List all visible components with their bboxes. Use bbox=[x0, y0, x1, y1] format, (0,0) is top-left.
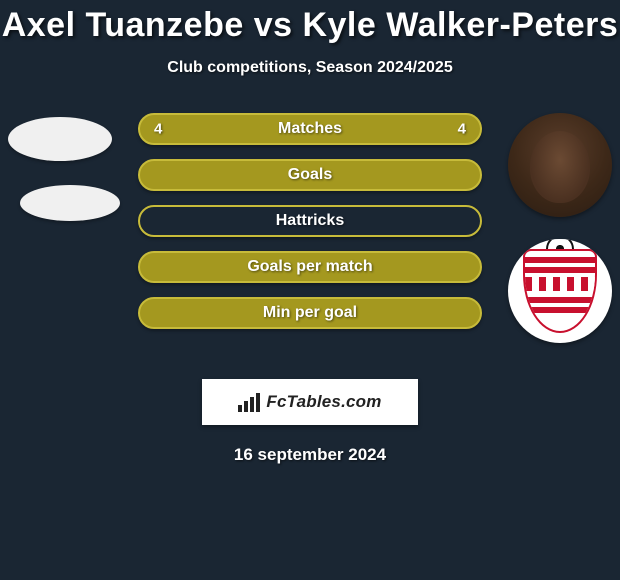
stat-bar-label: Hattricks bbox=[276, 212, 344, 230]
chart-icon bbox=[238, 393, 260, 412]
stat-bar: Min per goal bbox=[138, 297, 482, 329]
watermark-text: FcTables.com bbox=[266, 392, 381, 412]
right-club-badge bbox=[508, 239, 612, 343]
stat-bar-label: Matches bbox=[278, 120, 342, 138]
right-player-column bbox=[508, 113, 612, 365]
subtitle: Club competitions, Season 2024/2025 bbox=[0, 59, 620, 77]
main-area: Matches 4 4 Goals Hattricks Goals per match Mi… bbox=[0, 113, 620, 373]
stat-bar: Goals bbox=[138, 159, 482, 191]
page-title: Axel Tuanzebe vs Kyle Walker-Peters bbox=[0, 0, 620, 45]
stat-bar-label: Goals bbox=[288, 166, 332, 184]
stat-bar: Goals per match bbox=[138, 251, 482, 283]
stat-bar: Hattricks bbox=[138, 205, 482, 237]
stat-bar-label: Goals per match bbox=[247, 258, 372, 276]
watermark: FcTables.com bbox=[202, 379, 418, 425]
date-label: 16 september 2024 bbox=[0, 445, 620, 465]
comparison-infographic: Axel Tuanzebe vs Kyle Walker-Peters Club… bbox=[0, 0, 620, 580]
southampton-badge-icon bbox=[523, 249, 597, 333]
stat-bar: Matches 4 4 bbox=[138, 113, 482, 145]
stat-bar-left-value: 4 bbox=[154, 121, 162, 138]
left-player-avatar bbox=[8, 117, 112, 161]
stat-bars: Matches 4 4 Goals Hattricks Goals per match Mi… bbox=[138, 113, 482, 343]
stat-bar-right-value: 4 bbox=[458, 121, 466, 138]
stat-bar-label: Min per goal bbox=[263, 304, 357, 322]
left-club-badge bbox=[20, 185, 120, 221]
right-player-avatar bbox=[508, 113, 612, 217]
left-player-column bbox=[8, 113, 120, 221]
